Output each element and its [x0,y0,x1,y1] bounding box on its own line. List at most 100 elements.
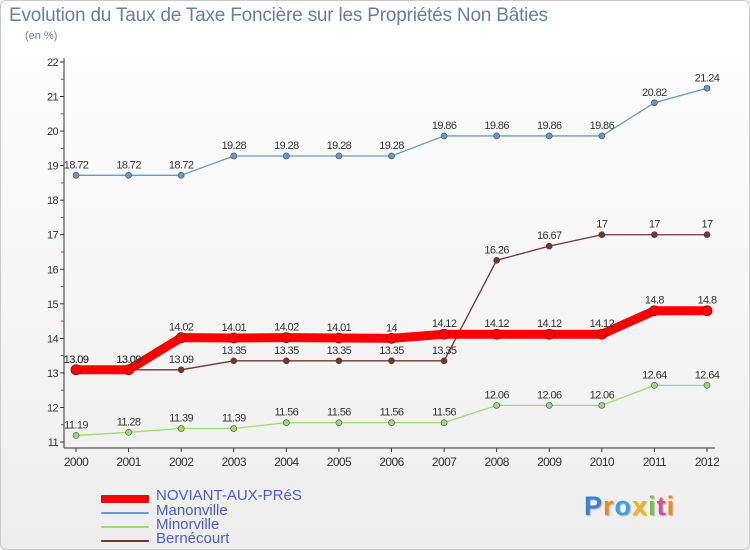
legend-label-bernecourt: Bernécourt [156,530,230,547]
data-point [703,84,711,92]
data-label: 14.8 [697,295,716,307]
data-label: 19.28 [221,140,246,152]
data-label: 19.28 [379,140,404,152]
data-label: 12.06 [537,389,562,401]
legend-label-minorville: Minorville [156,516,220,533]
data-point [388,357,395,365]
chart-title: Evolution du Taux de Taxe Foncière sur l… [9,5,548,26]
data-label: 14.01 [221,322,246,334]
x-tick-label: 2007 [432,455,457,469]
data-point [651,231,658,239]
data-label: 13.09 [169,354,194,366]
legend-swatch-noviant [101,495,149,503]
data-point [72,432,80,439]
data-point [440,132,448,140]
y-tick-label: 11 [48,437,59,449]
data-point [545,242,553,250]
data-point [283,419,290,426]
legend-swatch-minorville [101,526,149,528]
data-point [543,328,555,340]
data-label: 21.24 [695,72,720,84]
data-point [493,402,500,409]
y-tick-label: 12 [47,402,59,414]
data-point [388,419,395,426]
data-label: 17 [701,219,713,231]
data-label: 19.28 [327,140,352,152]
data-label: 12.06 [590,389,615,401]
data-label: 14.01 [327,322,352,334]
logo-letter: i [648,491,657,521]
logo-letter: t [656,491,667,521]
data-label: 12.64 [695,369,720,381]
data-point [72,172,80,179]
data-label: 19.28 [274,140,299,152]
data-point [649,305,660,317]
data-point [70,364,82,376]
y-tick-label: 22 [47,57,59,69]
x-tick-label: 2012 [695,455,720,469]
data-point [596,328,608,340]
legend-label-manonville: Manonville [156,502,228,519]
data-label: 11.39 [169,413,193,425]
data-point [335,152,343,160]
data-point [438,328,450,340]
data-label: 13.35 [221,345,246,357]
data-label: 13.35 [274,345,299,357]
data-point [125,172,132,179]
x-tick-label: 2002 [169,455,194,469]
data-label: 13.09 [64,354,89,366]
x-tick-label: 2005 [327,455,352,469]
data-point [651,99,658,107]
data-point [598,132,606,140]
data-label: 13.09 [116,354,141,366]
data-point [598,231,606,239]
x-tick-label: 2004 [274,455,299,469]
legend-swatch-manonville [101,512,149,514]
data-label: 14.12 [537,318,562,330]
x-tick-label: 2006 [379,455,404,469]
data-label: 14.12 [590,318,615,330]
data-label: 18.72 [116,159,141,171]
data-point [651,382,658,389]
data-label: 11.56 [274,407,298,419]
data-point [125,429,132,436]
y-tick-label: 14 [47,333,59,345]
data-point [283,152,290,160]
data-label: 17 [596,219,608,231]
data-label: 16.26 [484,244,509,256]
data-point [545,402,553,409]
x-tick-label: 2009 [537,455,562,469]
data-point [386,332,397,344]
data-point [388,152,395,160]
data-point [283,357,290,365]
data-point [335,357,343,365]
data-label: 14.8 [645,295,664,307]
data-point [177,366,185,374]
logo-letter: P [584,491,604,521]
data-point [701,305,713,317]
data-label: 11.39 [222,413,246,425]
data-label: 14.02 [169,322,194,334]
data-point [333,332,345,344]
data-label: 13.09 [116,354,141,366]
data-label: 14.02 [274,322,299,334]
data-label: 18.72 [64,159,89,171]
y-units-label: (en %) [25,30,58,42]
x-tick-label: 2003 [222,455,247,469]
data-label: 13.09 [64,354,89,366]
data-label: 11.56 [432,407,456,419]
y-tick-label: 19 [47,161,59,173]
proxiti-logo: Proxiti [584,491,675,522]
data-label: 16.67 [537,230,562,242]
x-tick-label: 2000 [64,455,89,469]
legend-swatch-bernecourt [101,540,149,542]
logo-letter: i [666,491,676,521]
data-point [491,328,503,340]
y-tick-label: 21 [47,92,59,104]
data-point [230,425,238,432]
data-point [440,419,448,426]
data-label: 11.28 [117,416,141,428]
x-tick-label: 2001 [116,455,141,469]
data-point [493,256,500,264]
